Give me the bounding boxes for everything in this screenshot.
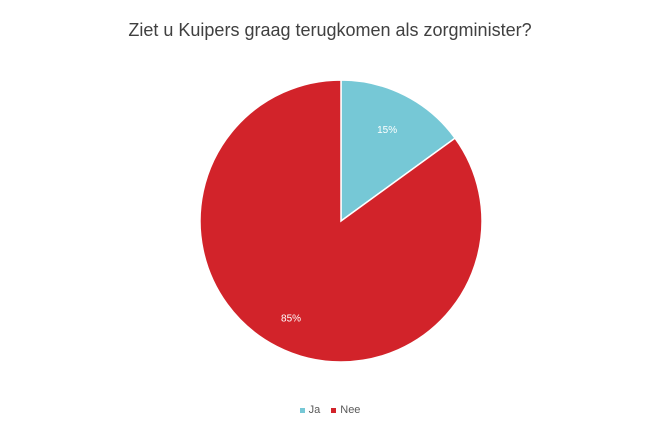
data-label-ja: 15% xyxy=(377,125,397,136)
legend-swatch-ja xyxy=(299,407,305,413)
legend: Ja Nee xyxy=(0,404,660,416)
data-label-nee: 85% xyxy=(281,314,301,325)
legend-label-nee: Nee xyxy=(340,404,361,417)
chart-title: Ziet u Kuipers graag terugkomen als zorg… xyxy=(128,20,532,40)
pie-slice-ja xyxy=(340,79,457,223)
pie-slice-nee xyxy=(199,79,483,363)
legend-item-nee: Nee xyxy=(331,404,360,416)
legend-label-ja: Ja xyxy=(308,404,321,417)
legend-item-ja: Ja xyxy=(299,404,321,417)
legend-swatch-nee xyxy=(331,407,337,413)
